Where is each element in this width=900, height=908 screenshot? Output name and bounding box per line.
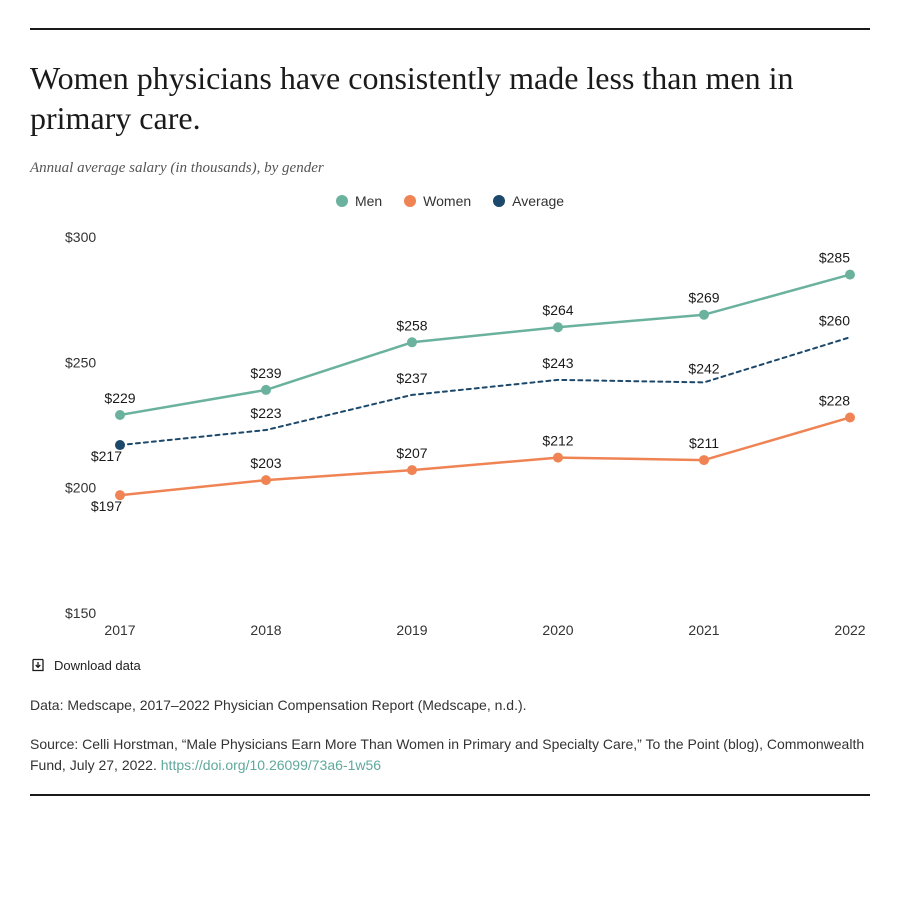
legend-swatch	[404, 195, 416, 207]
data-label: $197	[91, 498, 122, 514]
svg-text:$150: $150	[65, 605, 96, 621]
data-label: $203	[250, 455, 281, 471]
series-marker	[699, 310, 709, 320]
legend-swatch	[336, 195, 348, 207]
data-label: $243	[542, 355, 573, 371]
data-label: $269	[688, 290, 719, 306]
series-marker	[553, 453, 563, 463]
footnote-source: Source: Celli Horstman, “Male Physicians…	[30, 734, 870, 776]
data-label: $217	[91, 448, 122, 464]
svg-text:$300: $300	[65, 229, 96, 245]
data-label: $242	[688, 360, 719, 376]
series-marker	[261, 475, 271, 485]
data-label: $260	[819, 312, 850, 328]
legend: Men Women Average	[30, 189, 870, 213]
download-icon	[30, 657, 46, 673]
line-chart: $150 $200 $250 $300 2017 2018 2019 2020 2021 2022…	[30, 213, 870, 643]
svg-text:2020: 2020	[542, 622, 573, 638]
series-marker	[845, 412, 855, 422]
data-label: $285	[819, 250, 850, 266]
series-line-average	[120, 337, 850, 445]
svg-text:2022: 2022	[834, 622, 865, 638]
legend-item-men: Men	[336, 193, 382, 209]
svg-text:2019: 2019	[396, 622, 427, 638]
data-label: $211	[689, 435, 719, 451]
svg-text:2017: 2017	[104, 622, 135, 638]
legend-item-women: Women	[404, 193, 471, 209]
svg-text:2018: 2018	[250, 622, 281, 638]
data-label: $237	[396, 370, 427, 386]
series-marker	[699, 455, 709, 465]
data-label: $223	[250, 405, 281, 421]
series-marker	[845, 270, 855, 280]
legend-label: Average	[512, 193, 564, 209]
legend-swatch	[493, 195, 505, 207]
legend-label: Women	[423, 193, 471, 209]
data-label: $228	[819, 392, 850, 408]
legend-item-average: Average	[493, 193, 564, 209]
series-marker	[407, 465, 417, 475]
svg-text:$250: $250	[65, 354, 96, 370]
footnote-source-text: Source: Celli Horstman, “Male Physicians…	[30, 736, 864, 773]
series-line-men	[120, 275, 850, 415]
footnote-source-link[interactable]: https://doi.org/10.26099/73a6-1w56	[161, 757, 381, 773]
series-marker	[407, 337, 417, 347]
series-line-women	[120, 417, 850, 495]
data-label: $212	[542, 433, 573, 449]
data-label: $239	[250, 365, 281, 381]
svg-text:$200: $200	[65, 480, 96, 496]
chart-subtitle: Annual average salary (in thousands), by…	[30, 160, 870, 177]
data-label: $258	[396, 317, 427, 333]
chart-title: Women physicians have consistently made …	[30, 58, 870, 138]
legend-label: Men	[355, 193, 382, 209]
download-data-button[interactable]: Download data	[30, 657, 141, 673]
data-label: $229	[104, 390, 135, 406]
footnote-data: Data: Medscape, 2017–2022 Physician Comp…	[30, 695, 870, 716]
chart-container: Men Women Average $150 $200 $250 $300 2017 20…	[30, 189, 870, 649]
bottom-rule	[30, 794, 870, 796]
top-rule	[30, 28, 870, 30]
data-label: $264	[542, 302, 573, 318]
svg-text:2021: 2021	[688, 622, 719, 638]
data-label: $207	[396, 445, 427, 461]
series-marker	[553, 322, 563, 332]
download-label: Download data	[54, 658, 141, 673]
series-marker	[261, 385, 271, 395]
series-marker	[115, 410, 125, 420]
